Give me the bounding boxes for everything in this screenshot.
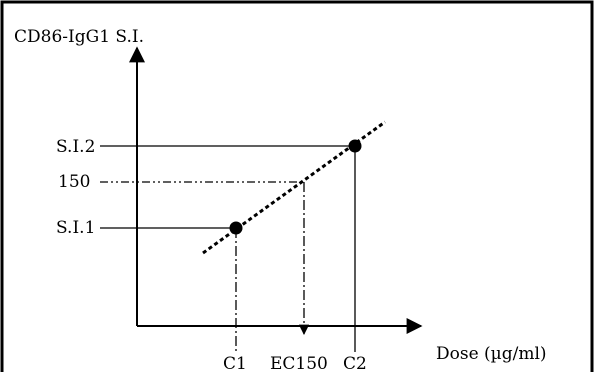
x-mark-c1: C1 <box>223 354 247 372</box>
x-mark-ec150: EC150 <box>270 354 328 372</box>
y-mark-150: 150 <box>58 172 90 192</box>
x-mark-c2: C2 <box>343 354 367 372</box>
point-si2 <box>348 139 362 153</box>
x-axis-label: Dose (µg/ml) <box>436 344 547 364</box>
y-axis-label: CD86-IgG1 S.I. <box>14 27 144 47</box>
y-mark-si1: S.I.1 <box>56 218 95 238</box>
point-si1 <box>229 221 243 235</box>
y-mark-si2: S.I.2 <box>56 137 95 157</box>
